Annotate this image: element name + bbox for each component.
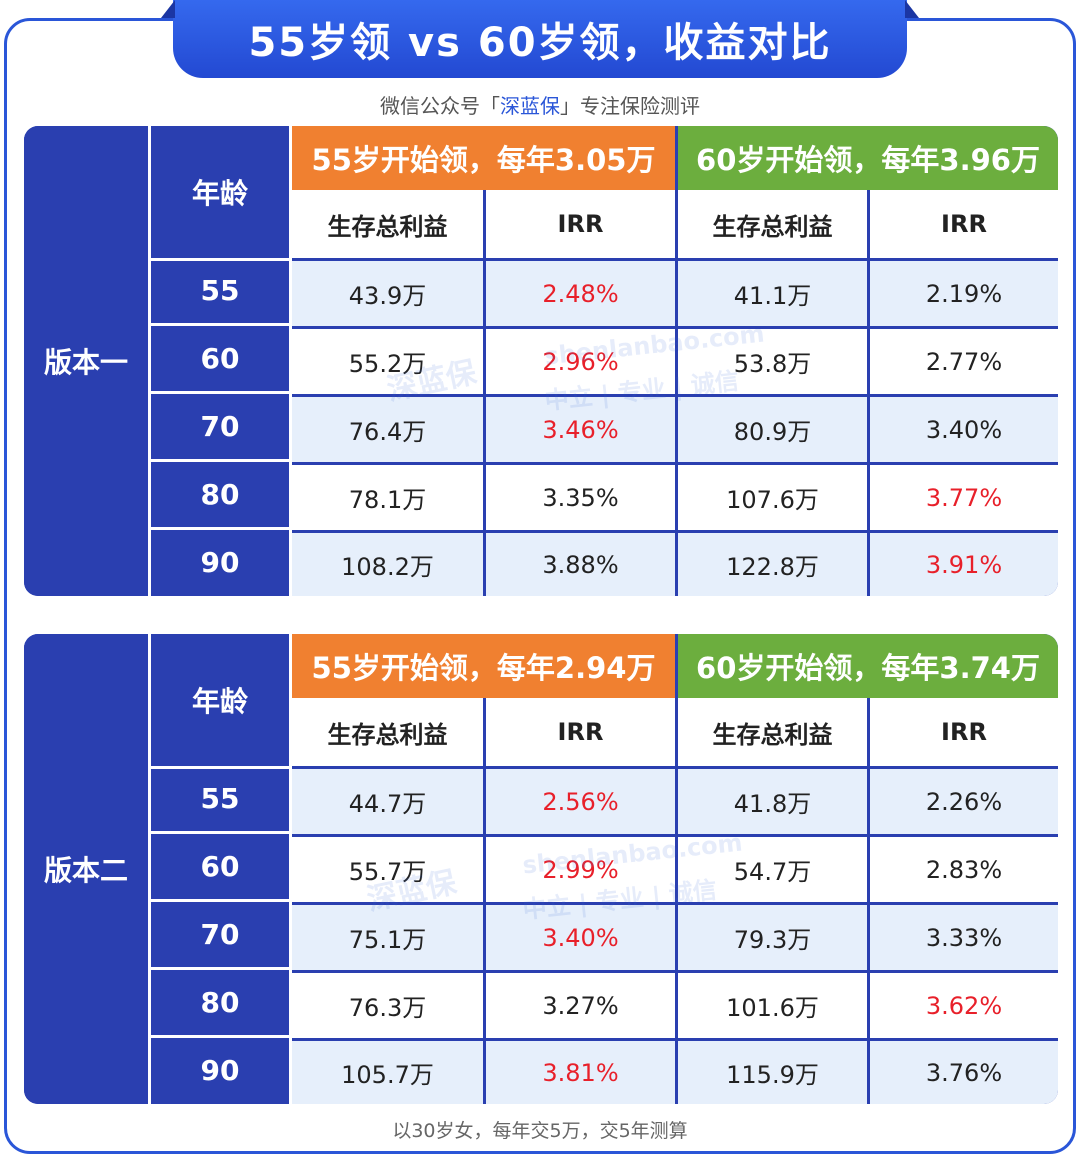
- irr-cell: 2.77%: [870, 329, 1058, 394]
- age-cell: 90: [151, 530, 289, 595]
- irr-cell-highlight: 3.40%: [486, 905, 675, 970]
- irr-cell: 3.88%: [486, 533, 675, 596]
- age-column: 年龄 55 60 70 80 90: [151, 126, 289, 596]
- col-header-irr: IRR: [870, 698, 1058, 766]
- divider: [151, 459, 289, 462]
- irr-cell-highlight: 3.77%: [870, 465, 1058, 530]
- irr-cell-highlight: 3.62%: [870, 973, 1058, 1038]
- version-label: 版本一: [24, 126, 148, 596]
- comparison-table-2: 版本二 年龄 55 60 70 80 90 55岁开始领，每年2.94万 60岁…: [24, 634, 1058, 1104]
- subtitle-prefix: 微信公众号「: [380, 93, 500, 118]
- benefit-cell: 76.3万: [292, 973, 483, 1038]
- benefit-cell: 55.2万: [292, 329, 483, 394]
- col-header-benefit: 生存总利益: [678, 698, 867, 766]
- divider: [289, 634, 292, 1104]
- benefit-cell: 107.6万: [678, 465, 867, 530]
- age-cell: 80: [151, 970, 289, 1035]
- benefit-cell: 115.9万: [678, 1041, 867, 1104]
- divider: [151, 391, 289, 394]
- irr-cell-highlight: 3.91%: [870, 533, 1058, 596]
- divider: [151, 1035, 289, 1038]
- footnote: 以30岁女，每年交5万，交5年测算: [392, 1119, 688, 1142]
- irr-cell: 3.40%: [870, 397, 1058, 462]
- irr-cell: 3.27%: [486, 973, 675, 1038]
- benefit-cell: 41.8万: [678, 769, 867, 834]
- benefit-cell: 55.7万: [292, 837, 483, 902]
- col-header-benefit: 生存总利益: [292, 698, 483, 766]
- age-header: 年龄: [151, 126, 289, 258]
- divider: [151, 323, 289, 326]
- plan-a-header: 55岁开始领，每年3.05万: [292, 126, 675, 190]
- page-title: 55岁领 vs 60岁领，收益对比: [173, 0, 907, 78]
- plan-b-header: 60岁开始领，每年3.96万: [678, 126, 1058, 190]
- divider: [148, 634, 151, 1104]
- irr-cell: 3.33%: [870, 905, 1058, 970]
- benefit-cell: 75.1万: [292, 905, 483, 970]
- benefit-cell: 76.4万: [292, 397, 483, 462]
- age-cell: 55: [151, 766, 289, 831]
- divider: [151, 967, 289, 970]
- age-cell: 70: [151, 394, 289, 459]
- age-column: 年龄 55 60 70 80 90: [151, 634, 289, 1104]
- age-cell: 55: [151, 258, 289, 323]
- col-header-irr: IRR: [486, 698, 675, 766]
- divider: [151, 527, 289, 530]
- irr-cell-highlight: 2.48%: [486, 261, 675, 326]
- benefit-cell: 78.1万: [292, 465, 483, 530]
- benefit-cell: 108.2万: [292, 533, 483, 596]
- plan-b-header: 60岁开始领，每年3.74万: [678, 634, 1058, 698]
- subtitle-brand: 深蓝保: [500, 93, 560, 118]
- age-cell: 90: [151, 1038, 289, 1103]
- age-cell: 60: [151, 326, 289, 391]
- irr-cell: 3.76%: [870, 1041, 1058, 1104]
- col-header-irr: IRR: [870, 190, 1058, 258]
- irr-cell-highlight: 3.81%: [486, 1041, 675, 1104]
- irr-cell-highlight: 3.46%: [486, 397, 675, 462]
- irr-cell-highlight: 2.56%: [486, 769, 675, 834]
- benefit-cell: 80.9万: [678, 397, 867, 462]
- col-header-benefit: 生存总利益: [678, 190, 867, 258]
- divider: [151, 831, 289, 834]
- irr-cell: 3.35%: [486, 465, 675, 530]
- irr-cell: 2.26%: [870, 769, 1058, 834]
- col-header-benefit: 生存总利益: [292, 190, 483, 258]
- benefit-cell: 53.8万: [678, 329, 867, 394]
- divider: [151, 258, 289, 261]
- benefit-cell: 54.7万: [678, 837, 867, 902]
- age-cell: 60: [151, 834, 289, 899]
- benefit-cell: 101.6万: [678, 973, 867, 1038]
- divider: [151, 766, 289, 769]
- divider: [151, 899, 289, 902]
- benefit-cell: 44.7万: [292, 769, 483, 834]
- irr-cell-highlight: 2.99%: [486, 837, 675, 902]
- benefit-cell: 105.7万: [292, 1041, 483, 1104]
- benefit-cell: 41.1万: [678, 261, 867, 326]
- plan-a-header: 55岁开始领，每年2.94万: [292, 634, 675, 698]
- benefit-cell: 43.9万: [292, 261, 483, 326]
- age-cell: 70: [151, 902, 289, 967]
- col-header-irr: IRR: [486, 190, 675, 258]
- benefit-cell: 79.3万: [678, 905, 867, 970]
- irr-cell: 2.83%: [870, 837, 1058, 902]
- comparison-table-1: 版本一 年龄 55 60 70 80 90 55岁开始领，每年3.05万 60岁…: [24, 126, 1058, 596]
- divider: [289, 126, 292, 596]
- version-label: 版本二: [24, 634, 148, 1104]
- subtitle: 微信公众号「 深蓝保 」专注保险测评: [0, 89, 1080, 119]
- age-cell: 80: [151, 462, 289, 527]
- irr-cell-highlight: 2.96%: [486, 329, 675, 394]
- subtitle-suffix: 」专注保险测评: [560, 93, 700, 118]
- age-header: 年龄: [151, 634, 289, 766]
- irr-cell: 2.19%: [870, 261, 1058, 326]
- divider: [148, 126, 151, 596]
- benefit-cell: 122.8万: [678, 533, 867, 596]
